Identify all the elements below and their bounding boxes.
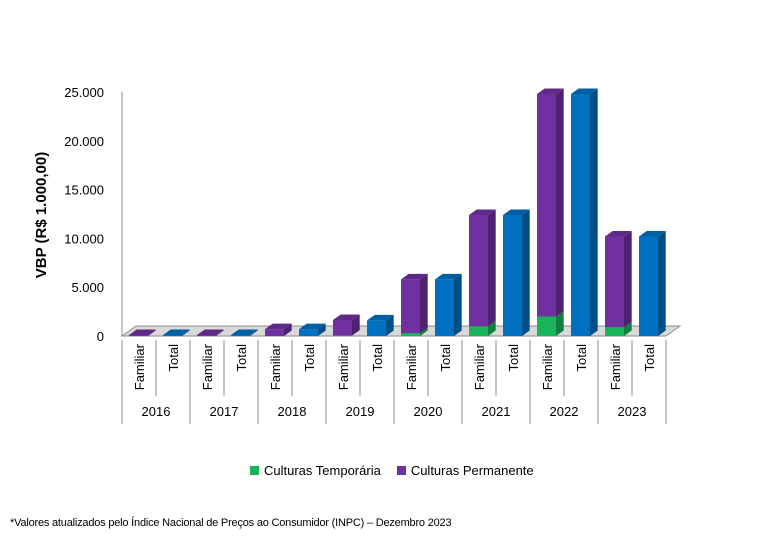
x-subcategory-label: Familiar	[132, 343, 147, 390]
y-tick-label: 20.000	[64, 134, 104, 149]
x-subcategory-label: Familiar	[200, 343, 215, 390]
y-tick-label: 5.000	[71, 280, 104, 295]
bar-2020-familiar-culturas-permanente	[401, 273, 428, 334]
bar-2019-total-total	[367, 314, 394, 336]
y-tick-label: 15.000	[64, 183, 104, 198]
legend-label: Culturas Temporária	[264, 463, 381, 478]
legend-swatch	[250, 466, 259, 475]
x-subcategory-label: Total	[234, 344, 249, 372]
footnote: *Valores atualizados pelo Índice Naciona…	[10, 517, 452, 529]
bar-2018-total-total	[299, 323, 326, 336]
y-axis: 0 5.000 10.000 15.000 20.000 25.000	[64, 85, 123, 344]
x-subcategory-label: Familiar	[608, 343, 623, 390]
x-subcategory-label: Familiar	[472, 343, 487, 390]
bar-2022-total-total	[571, 88, 598, 337]
y-axis-label: VBP (R$ 1.000,00)	[33, 152, 50, 278]
x-subcategory-label: Total	[574, 344, 589, 372]
bar-2023-familiar-culturas-permanente	[605, 230, 632, 328]
x-subcategory-label: Total	[166, 344, 181, 372]
bar-2016-total-total	[163, 329, 190, 336]
bar-2017-familiar-culturas-permanente	[197, 329, 224, 336]
bar-2020-total-total	[435, 273, 462, 336]
bar-2022-familiar-culturas-permanente	[537, 88, 564, 317]
bar-2017-total-total	[231, 329, 258, 336]
y-tick-label: 25.000	[64, 85, 104, 100]
y-tick-label: 0	[97, 329, 104, 344]
bars	[129, 88, 666, 337]
bar-2019-familiar-culturas-permanente	[333, 314, 360, 336]
x-subcategory-label: Total	[370, 344, 385, 372]
y-tick-label: 10.000	[64, 231, 104, 246]
x-subcategory-label: Familiar	[540, 343, 555, 390]
x-group-label: 2023	[618, 404, 647, 419]
x-subcategory-label: Familiar	[404, 343, 419, 390]
x-subcategory-label: Familiar	[268, 343, 283, 390]
x-group-label: 2020	[414, 404, 443, 419]
x-group-label: 2018	[278, 404, 307, 419]
x-group-label: 2017	[210, 404, 239, 419]
legend-item: Culturas Temporária	[250, 463, 381, 478]
x-subcategory-label: Familiar	[336, 343, 351, 390]
bar-2018-familiar-culturas-permanente	[265, 323, 292, 336]
x-subcategory-label: Total	[302, 344, 317, 372]
legend: Culturas Temporária Culturas Permanente	[250, 463, 534, 478]
bar-2023-total-total	[639, 230, 666, 336]
x-axis: Familiar Total Familiar Total Familiar Total F…	[121, 340, 667, 424]
x-subcategory-label: Total	[642, 344, 657, 372]
bar-2016-familiar-culturas-permanente	[129, 329, 156, 336]
vbp-bar-chart: 0 5.000 10.000 15.000 20.000 25.000 Familiar T…	[33, 85, 682, 424]
x-group-label: 2019	[346, 404, 375, 419]
x-subcategory-label: Total	[438, 344, 453, 372]
legend-item: Culturas Permanente	[396, 463, 534, 478]
bar-2021-total-total	[503, 209, 530, 336]
legend-label: Culturas Permanente	[410, 463, 534, 478]
x-group-label: 2016	[142, 404, 171, 419]
x-subcategory-label: Total	[506, 344, 521, 372]
x-group-label: 2021	[482, 404, 511, 419]
bar-2021-familiar-culturas-permanente	[469, 209, 496, 327]
x-group-label: 2022	[550, 404, 579, 419]
legend-swatch	[396, 466, 406, 475]
